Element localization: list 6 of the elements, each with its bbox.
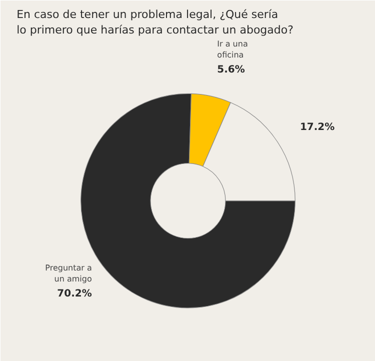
slice-label: Preguntar a un amigo xyxy=(45,264,92,284)
slice-label: Ir a una oficina xyxy=(217,40,248,60)
data-label: 17.2% xyxy=(300,122,335,133)
data-label: 5.6% xyxy=(217,64,245,76)
data-label: 70.2% xyxy=(57,288,92,300)
chart-title: En caso de tener un problema legal, ¿Qué sería lo primero que harías para contactar un abogado? xyxy=(16,8,294,37)
